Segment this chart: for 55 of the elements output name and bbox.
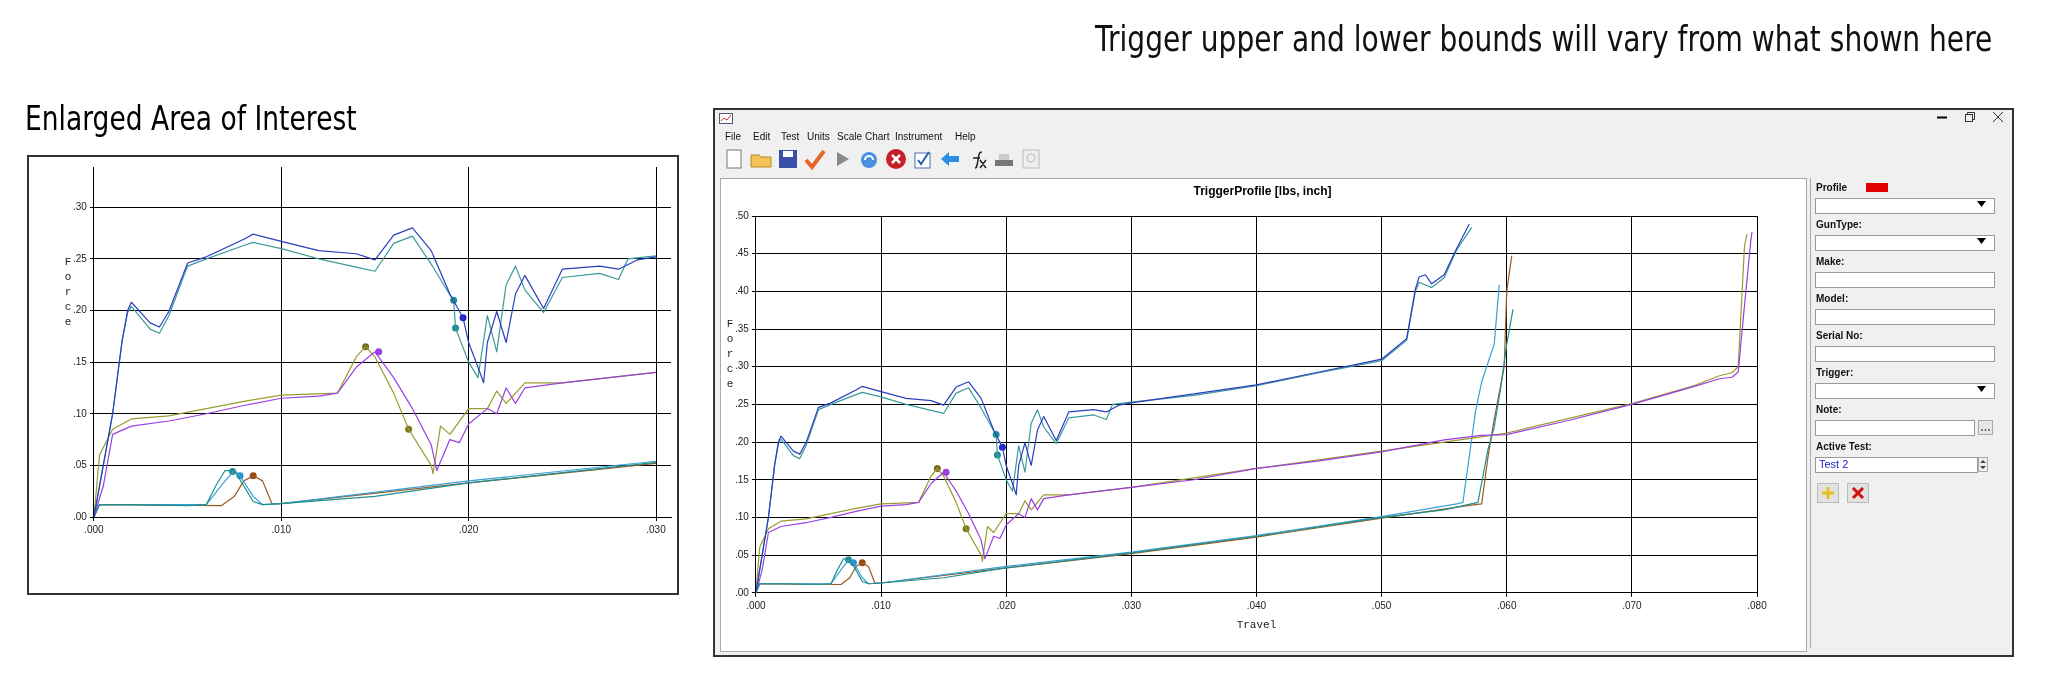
y-tick-label: .30 (73, 201, 88, 213)
x-tick-label: .020 (458, 523, 479, 535)
text: Chart (865, 131, 890, 142)
y-tick-label: .15 (735, 473, 750, 485)
y-axis-title: Force (64, 255, 72, 328)
text: Scale (837, 131, 863, 142)
x-tick-label: .030 (646, 523, 667, 535)
text: Test (781, 131, 800, 142)
x-tick-label: .070 (1622, 599, 1643, 611)
y-tick-label: .35 (735, 322, 750, 334)
text: GunType: (1816, 219, 1862, 230)
y-tick-label: .00 (73, 510, 88, 522)
x-tick-label: .020 (996, 599, 1017, 611)
y-tick-label: .20 (73, 304, 88, 316)
text: Serial No: (1816, 330, 1863, 341)
x-axis-title: Travel (1236, 619, 1277, 632)
y-tick-label: .40 (735, 285, 750, 297)
text: Model: (1816, 293, 1849, 304)
x-tick-label: .040 (1246, 599, 1267, 611)
x-tick-label: .080 (1747, 599, 1768, 611)
text: Trigger upper and lower bounds will vary from what shown here (1095, 18, 1993, 59)
text: Edit (753, 131, 771, 142)
text: Trigger: (1816, 367, 1854, 378)
text: Help (955, 131, 976, 142)
y-tick-label: .15 (73, 355, 88, 367)
text: Profile (1816, 182, 1848, 193)
y-tick-label: .25 (735, 398, 750, 410)
x-tick-label: .050 (1371, 599, 1392, 611)
text: Active Test: (1816, 441, 1872, 452)
y-tick-label: .10 (735, 511, 750, 523)
x-tick-label: .030 (1121, 599, 1142, 611)
y-tick-label: .50 (735, 209, 750, 221)
y-tick-label: .05 (735, 548, 750, 560)
x-tick-label: .000 (746, 599, 767, 611)
y-tick-label: .10 (73, 407, 88, 419)
text: Instrument (895, 131, 943, 142)
y-tick-label: .25 (73, 252, 88, 264)
y-tick-label: .05 (73, 459, 88, 471)
text: Note: (1816, 404, 1842, 415)
x-tick-label: .010 (271, 523, 292, 535)
y-tick-label: .00 (735, 586, 750, 598)
text: Make: (1816, 256, 1845, 267)
y-tick-label: .45 (735, 247, 750, 259)
text: Units (807, 131, 830, 142)
chart-title: Enlarged Area of Interest (25, 98, 357, 138)
x-tick-label: .060 (1496, 599, 1517, 611)
point (375, 348, 383, 356)
y-tick-label: .30 (735, 360, 750, 372)
y-tick-label: .20 (735, 435, 750, 447)
x-tick-label: .010 (871, 599, 892, 611)
x-tick-label: .000 (84, 523, 105, 535)
text: File (725, 131, 742, 142)
text-field: Test 2 (1815, 457, 1978, 473)
y-axis-title: Force (726, 317, 734, 390)
chart-title: TriggerProfile [lbs, inch] (1192, 184, 1333, 198)
